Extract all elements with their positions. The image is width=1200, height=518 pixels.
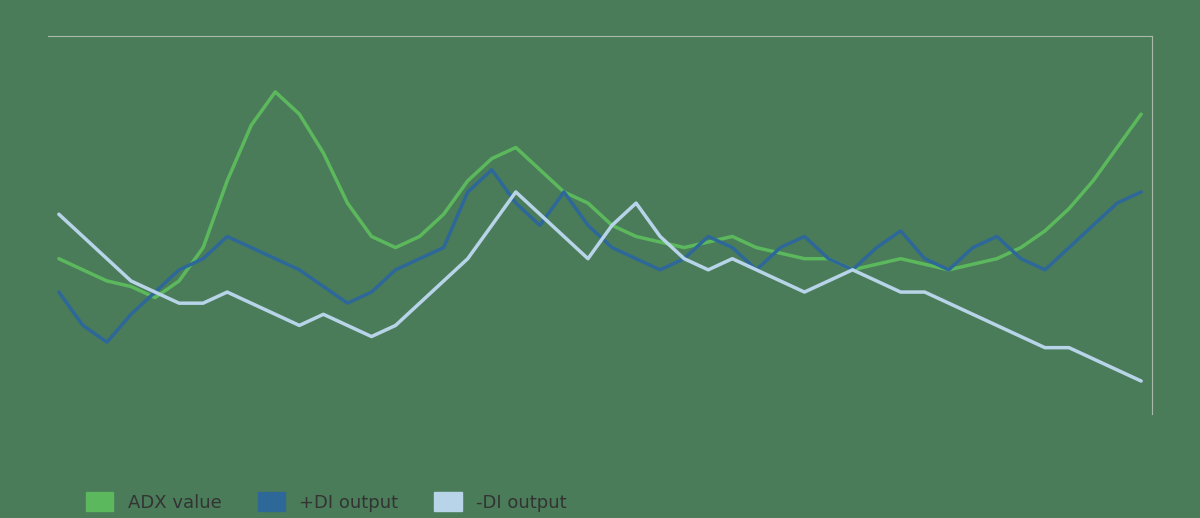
Legend: ADX value, +DI output, -DI output: ADX value, +DI output, -DI output xyxy=(79,485,574,518)
